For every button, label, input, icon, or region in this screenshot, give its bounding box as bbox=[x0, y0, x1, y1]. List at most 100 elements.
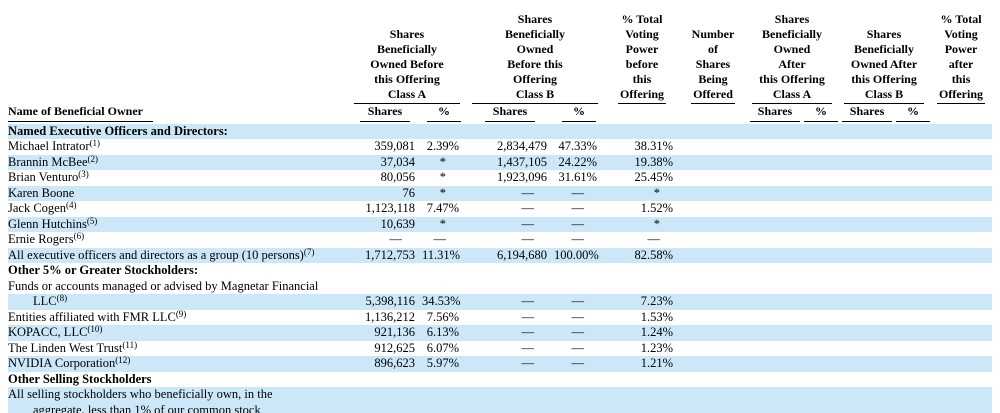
value-cell bbox=[746, 402, 804, 413]
value-cell: 1.24% bbox=[604, 325, 680, 341]
col-voting-power-after-last-line: Offering bbox=[937, 87, 986, 104]
value-cell: — bbox=[466, 356, 554, 372]
value-cell: 1.53% bbox=[640, 309, 673, 324]
table-row: The Linden West Trust(11) 912,625 6.07% — — 1… bbox=[8, 340, 992, 357]
value-cell bbox=[896, 310, 930, 326]
table-row: Karen Boone 76 * — — * bbox=[8, 185, 993, 201]
subheader-before-b-pct: % bbox=[554, 104, 604, 124]
value-cell bbox=[746, 170, 804, 186]
footnote-ref: (12) bbox=[115, 355, 131, 365]
owner-name: Ernie Rogers(6) bbox=[8, 231, 85, 247]
name-column-header: Name of Beneficial Owner bbox=[8, 104, 348, 124]
value-cell: — bbox=[554, 294, 604, 310]
value-cell: 25.45% bbox=[634, 170, 673, 184]
value-cell: 1,136,212 bbox=[365, 309, 415, 324]
value-cell bbox=[896, 341, 930, 357]
value-cell: 1.52% bbox=[640, 201, 673, 215]
value-cell: * bbox=[439, 170, 446, 184]
value-cell: 1.21% bbox=[604, 356, 680, 372]
section-label: Other 5% or Greater Stockholders: bbox=[8, 263, 199, 277]
value-cell bbox=[466, 402, 554, 413]
owner-name: Karen Boone bbox=[8, 185, 348, 201]
value-cell bbox=[746, 356, 804, 372]
section-label: Named Executive Officers and Directors: bbox=[8, 123, 993, 139]
section-row: Other Selling Stockholders bbox=[8, 372, 992, 388]
value-cell bbox=[680, 170, 746, 186]
value-cell: 1.23% bbox=[640, 340, 673, 355]
pct-subheader-label: % bbox=[562, 104, 596, 122]
value-cell bbox=[804, 294, 839, 310]
value-cell bbox=[680, 341, 746, 357]
table-row: Entities affiliated with FMR LLC(9) 1,136… bbox=[8, 308, 992, 326]
owner-name: Brian Venturo(3) bbox=[8, 169, 89, 185]
value-cell: — bbox=[521, 201, 535, 215]
value-cell: 2.39% bbox=[426, 139, 459, 153]
col-voting-power-after-label: % Total Voting Power after this bbox=[940, 12, 982, 86]
value-cell: — bbox=[466, 216, 554, 232]
pct-subheader-label: % bbox=[896, 104, 931, 122]
value-cell bbox=[680, 247, 746, 263]
value-cell: 1,437,105 bbox=[466, 154, 554, 170]
col-group-after-class-a-class: Class A bbox=[752, 87, 833, 104]
col-group-before-class-b-class: Class B bbox=[472, 87, 598, 104]
value-cell: 359,081 bbox=[374, 139, 415, 153]
value-cell: — bbox=[466, 325, 554, 341]
table-row: aggregate, less than 1% of our common st… bbox=[8, 402, 993, 413]
col-group-after-class-a-label: Shares Beneficially Owned After this Off… bbox=[759, 12, 825, 86]
table-row: All executive officers and directors as … bbox=[8, 247, 993, 263]
owner-name: Entities affiliated with FMR LLC(9) bbox=[8, 308, 187, 324]
value-cell bbox=[930, 341, 992, 357]
footnote-ref: (1) bbox=[89, 138, 101, 148]
value-cell: 38.31% bbox=[634, 139, 673, 153]
value-cell: — bbox=[571, 309, 585, 324]
col-group-before-class-a-class: Class A bbox=[354, 87, 460, 104]
col-shares-being-offered: Number of Shares Being Offered bbox=[680, 12, 746, 104]
value-cell bbox=[838, 232, 896, 248]
value-cell bbox=[746, 216, 804, 232]
value-cell bbox=[896, 247, 931, 263]
value-cell bbox=[804, 356, 839, 372]
subheader-before-a-pct: % bbox=[422, 104, 466, 124]
col-group-before-class-b: Shares Beneficially Owned Before this Of… bbox=[466, 12, 604, 104]
subheader-offered-empty bbox=[680, 104, 746, 124]
value-cell bbox=[746, 325, 804, 341]
col-group-after-class-b-label: Shares Beneficially Owned After this Off… bbox=[850, 27, 918, 86]
value-cell bbox=[930, 325, 993, 341]
col-voting-power-after: % Total Voting Power after this Offering bbox=[930, 12, 992, 104]
footnote-ref: (2) bbox=[87, 153, 99, 164]
subheader-after-a-pct: % bbox=[804, 104, 838, 124]
value-cell bbox=[804, 247, 839, 263]
value-cell: 11.31% bbox=[422, 247, 466, 263]
owner-name: KOPACC, LLC(10) bbox=[8, 325, 348, 341]
owner-name: Jack Cogen(4) bbox=[8, 200, 77, 216]
owner-name: All selling stockholders who beneficiall… bbox=[8, 387, 348, 403]
value-cell bbox=[804, 139, 838, 155]
value-cell bbox=[746, 185, 804, 201]
value-cell: 76 bbox=[348, 185, 422, 201]
col-group-before-class-b-label: Shares Beneficially Owned Before this Of… bbox=[505, 12, 565, 86]
value-cell bbox=[604, 387, 680, 403]
value-cell: 1,712,753 bbox=[348, 247, 422, 263]
value-cell: 6.07% bbox=[426, 340, 459, 355]
value-cell: 5.97% bbox=[422, 356, 466, 372]
value-cell bbox=[348, 402, 422, 413]
footnote-ref: (4) bbox=[65, 200, 77, 210]
value-cell bbox=[838, 356, 897, 372]
owner-name: Michael Intrator(1) bbox=[8, 138, 101, 154]
value-cell bbox=[466, 279, 554, 295]
value-cell: * bbox=[422, 154, 466, 170]
owner-name: aggregate, less than 1% of our common st… bbox=[8, 402, 348, 413]
value-cell: — bbox=[554, 185, 604, 201]
value-cell bbox=[896, 170, 930, 186]
col-shares-being-offered-label: Number of Shares Being bbox=[691, 27, 735, 86]
col-group-before-class-a: Shares Beneficially Owned Before this Of… bbox=[348, 12, 466, 104]
value-cell: * bbox=[422, 185, 466, 201]
value-cell bbox=[680, 185, 746, 201]
value-cell bbox=[896, 154, 931, 170]
value-cell: — bbox=[554, 325, 604, 341]
value-cell: 82.58% bbox=[604, 247, 680, 263]
subheader-after-b-pct: % bbox=[896, 104, 931, 124]
value-cell: 7.56% bbox=[426, 309, 459, 324]
shares-subheader-label: Shares bbox=[749, 104, 801, 122]
table-row: NVIDIA Corporation(12) 896,623 5.97% — —1.21… bbox=[8, 355, 993, 372]
